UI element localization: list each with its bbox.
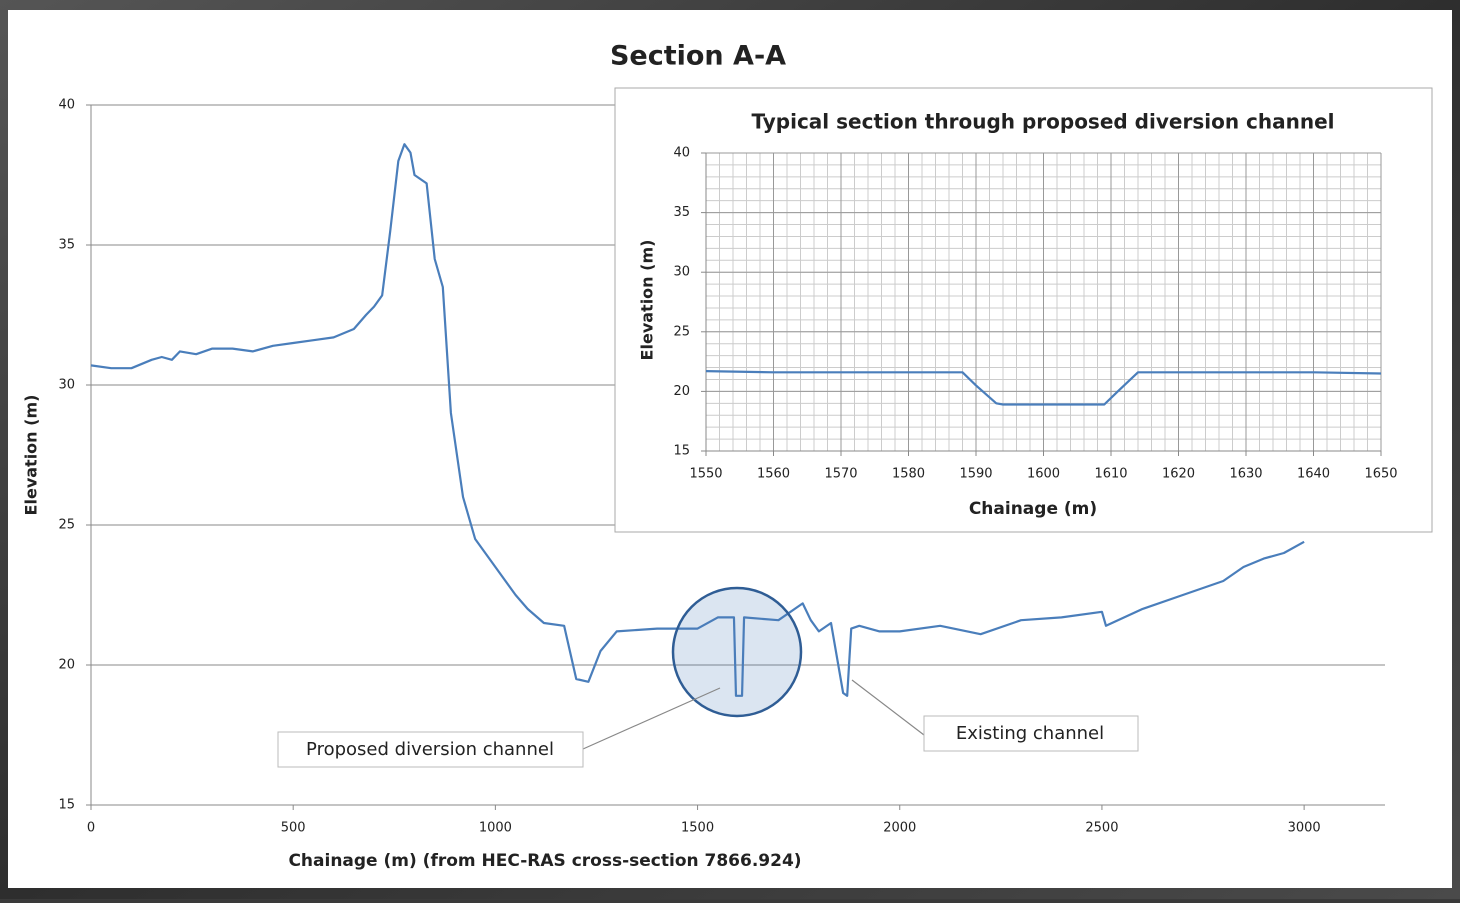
x-tick-label: 1000 xyxy=(479,821,512,836)
x-tick-label: 1580 xyxy=(892,467,925,482)
y-tick-label: 15 xyxy=(58,798,75,813)
arrow xyxy=(851,679,925,736)
y-tick-label: 35 xyxy=(58,238,75,253)
y-tick-label: 15 xyxy=(673,444,690,459)
x-tick-label: 1550 xyxy=(689,467,722,482)
y-tick-label: 30 xyxy=(673,265,690,280)
x-tick-label: 1570 xyxy=(824,467,857,482)
chart-title: Section A-A xyxy=(610,41,786,72)
x-tick-label: 1560 xyxy=(757,467,790,482)
y-tick-label: 25 xyxy=(673,324,690,339)
inset-frame xyxy=(614,87,1433,533)
x-tick-label: 1600 xyxy=(1027,467,1060,482)
x-tick-label: 500 xyxy=(281,821,306,836)
inset-plot: 15 20 25 30 35 40 1550 1560 1570 1580 1590 1600 1610… xyxy=(673,146,1397,482)
x-tick-label: 3000 xyxy=(1288,821,1321,836)
x-tick-label: 1650 xyxy=(1364,467,1397,482)
x-tick-label: 1610 xyxy=(1094,467,1127,482)
y-tick-label: 20 xyxy=(58,658,75,673)
x-tick-label: 1640 xyxy=(1297,467,1330,482)
y-tick-label: 30 xyxy=(58,378,75,393)
data-line xyxy=(705,370,1382,406)
data-line xyxy=(90,143,1305,697)
x-tick-label: 0 xyxy=(87,821,95,836)
x-tick-label: 1630 xyxy=(1229,467,1262,482)
y-tick-label: 40 xyxy=(58,98,75,113)
arrow xyxy=(582,687,721,750)
y-axis-label: Elevation (m) xyxy=(22,395,41,516)
annotation: Proposed diversion channel xyxy=(306,739,554,760)
annotation-box xyxy=(923,715,1139,752)
x-tick-label: 1590 xyxy=(959,467,992,482)
y-tick-label: 20 xyxy=(673,384,690,399)
annotation-box xyxy=(277,731,584,768)
y-tick-label: 25 xyxy=(58,518,75,533)
y-tick-label: 35 xyxy=(673,205,690,220)
x-tick-label: 2500 xyxy=(1085,821,1118,836)
y-tick-label: 40 xyxy=(673,146,690,161)
highlight-circle xyxy=(671,586,803,718)
inset-title: Typical section through proposed diversi… xyxy=(751,110,1334,134)
x-tick-label: 1620 xyxy=(1162,467,1195,482)
inset-x-axis-label: Chainage (m) xyxy=(969,499,1097,519)
x-tick-label: 2000 xyxy=(883,821,916,836)
x-axis-label: Chainage (m) (from HEC-RAS cross-section… xyxy=(288,851,801,871)
annotation: Existing channel xyxy=(956,723,1104,744)
inset-y-axis-label: Elevation (m) xyxy=(638,240,657,361)
x-tick-label: 1500 xyxy=(681,821,714,836)
